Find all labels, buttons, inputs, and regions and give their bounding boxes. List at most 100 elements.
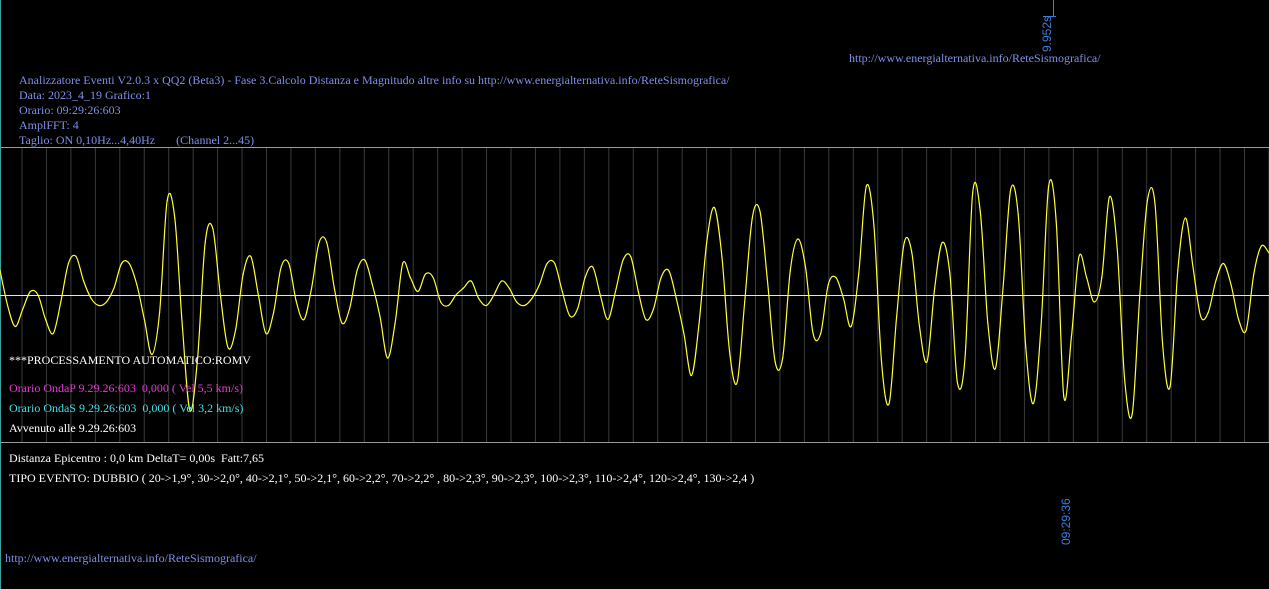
trace-point bbox=[7, 304, 9, 307]
trace-point bbox=[668, 269, 670, 272]
trace-point bbox=[402, 262, 404, 265]
trace-point bbox=[0, 269, 1, 272]
trace-point bbox=[774, 360, 776, 363]
trace-point bbox=[972, 192, 974, 195]
tipo-evento-line: TIPO EVENTO: DUBBIO ( 20->1,9°, 30->2,0°… bbox=[9, 471, 755, 485]
trace-point bbox=[151, 353, 153, 356]
trace-point bbox=[1260, 245, 1262, 247]
trace-point bbox=[189, 409, 191, 412]
trace-point bbox=[113, 287, 115, 289]
trace-point bbox=[470, 280, 472, 282]
trace-point bbox=[1086, 276, 1088, 279]
trace-point bbox=[440, 301, 442, 303]
trace-point bbox=[561, 290, 563, 293]
trace-point bbox=[531, 297, 533, 300]
trace-point bbox=[759, 210, 761, 212]
trace-point bbox=[455, 294, 457, 296]
onda-s-line: Orario OndaS 9.29.26:603 0,000 ( Vel 3,2… bbox=[9, 401, 244, 415]
trace-point bbox=[728, 350, 731, 352]
trace-point bbox=[546, 262, 548, 265]
trace-point bbox=[288, 262, 290, 265]
trace-point bbox=[1245, 329, 1247, 331]
trace-point bbox=[242, 273, 244, 275]
trace-point bbox=[22, 308, 24, 310]
avvenuto-line: Avvenuto alle 9.29.26:603 bbox=[9, 421, 137, 435]
trace-point bbox=[751, 217, 753, 219]
trace-point bbox=[797, 238, 799, 240]
trace-point bbox=[1032, 402, 1034, 405]
footer-url[interactable]: http://www.energialternativa.info/ReteSi… bbox=[5, 551, 257, 565]
trace-point bbox=[706, 241, 708, 244]
trace-point bbox=[873, 224, 875, 226]
trace-point bbox=[432, 276, 434, 279]
trace-point bbox=[280, 266, 282, 268]
trace-point bbox=[599, 294, 601, 296]
trace-point bbox=[1154, 203, 1156, 205]
trace-point bbox=[1139, 294, 1141, 296]
trace-point bbox=[394, 322, 396, 324]
trace-point bbox=[622, 259, 624, 261]
trace-point bbox=[1146, 199, 1148, 202]
trace-point bbox=[956, 381, 959, 384]
trace-point bbox=[136, 283, 138, 286]
trace-point bbox=[979, 210, 981, 212]
trace-point bbox=[1063, 395, 1065, 398]
trace-point bbox=[1253, 273, 1255, 275]
trace-point bbox=[257, 294, 259, 296]
trace-point bbox=[333, 287, 335, 289]
trace-point bbox=[1093, 301, 1095, 303]
trace-point bbox=[235, 329, 237, 331]
trace-point bbox=[592, 266, 594, 268]
trace-point bbox=[607, 318, 609, 321]
trace-point bbox=[1192, 266, 1194, 268]
trace-point bbox=[523, 304, 525, 307]
trace-point bbox=[121, 262, 123, 265]
trace-point bbox=[197, 357, 199, 359]
trace-point bbox=[576, 308, 579, 310]
trace-point bbox=[250, 255, 252, 258]
trace-point bbox=[493, 294, 495, 296]
trace-point bbox=[166, 199, 168, 202]
trace-point bbox=[1222, 262, 1224, 265]
trace-point bbox=[584, 276, 586, 279]
trace-point bbox=[508, 287, 510, 289]
header-url-top[interactable]: http://www.energialternativa.info/ReteSi… bbox=[849, 51, 1101, 65]
trace-point bbox=[37, 294, 39, 296]
trace-point bbox=[159, 311, 161, 314]
trace-point bbox=[1169, 385, 1171, 387]
trace-point bbox=[1055, 220, 1057, 223]
trace-point bbox=[1010, 189, 1012, 191]
trace-point bbox=[295, 301, 297, 303]
trace-point bbox=[60, 301, 62, 303]
trace-point bbox=[90, 297, 92, 300]
processing-title: ***PROCESSAMENTO AUTOMATICO:ROMV bbox=[9, 353, 251, 367]
trace-point bbox=[348, 308, 351, 310]
trace-point bbox=[637, 290, 639, 293]
trace-point bbox=[341, 322, 343, 324]
trace-point bbox=[500, 280, 503, 282]
trace-point bbox=[424, 273, 427, 275]
trace-point bbox=[614, 290, 617, 293]
trace-points bbox=[0, 185, 1269, 415]
trace-point bbox=[569, 315, 571, 317]
trace-point bbox=[675, 297, 677, 300]
trace-point bbox=[820, 332, 822, 335]
header-title: Analizzatore Eventi V2.0.3 x QQ2 (Beta3)… bbox=[19, 73, 730, 87]
trace-point bbox=[1230, 283, 1232, 286]
trace-point bbox=[174, 217, 176, 219]
trace-point bbox=[1078, 255, 1080, 258]
trace-point bbox=[827, 283, 829, 286]
distanza-line: Distanza Epicentro : 0,0 km DeltaT= 0,00… bbox=[9, 451, 265, 465]
trace-point bbox=[204, 241, 206, 244]
trace-point bbox=[858, 273, 860, 275]
trace-point bbox=[926, 360, 928, 363]
trace-point bbox=[911, 252, 913, 254]
trace-point bbox=[356, 269, 358, 272]
trace-point bbox=[1200, 315, 1202, 317]
trace-point bbox=[318, 241, 320, 244]
trace-point bbox=[143, 318, 145, 321]
trace-point bbox=[1238, 318, 1240, 321]
trace-point bbox=[896, 315, 898, 317]
trace-point bbox=[98, 304, 100, 307]
trace-point bbox=[713, 206, 715, 209]
